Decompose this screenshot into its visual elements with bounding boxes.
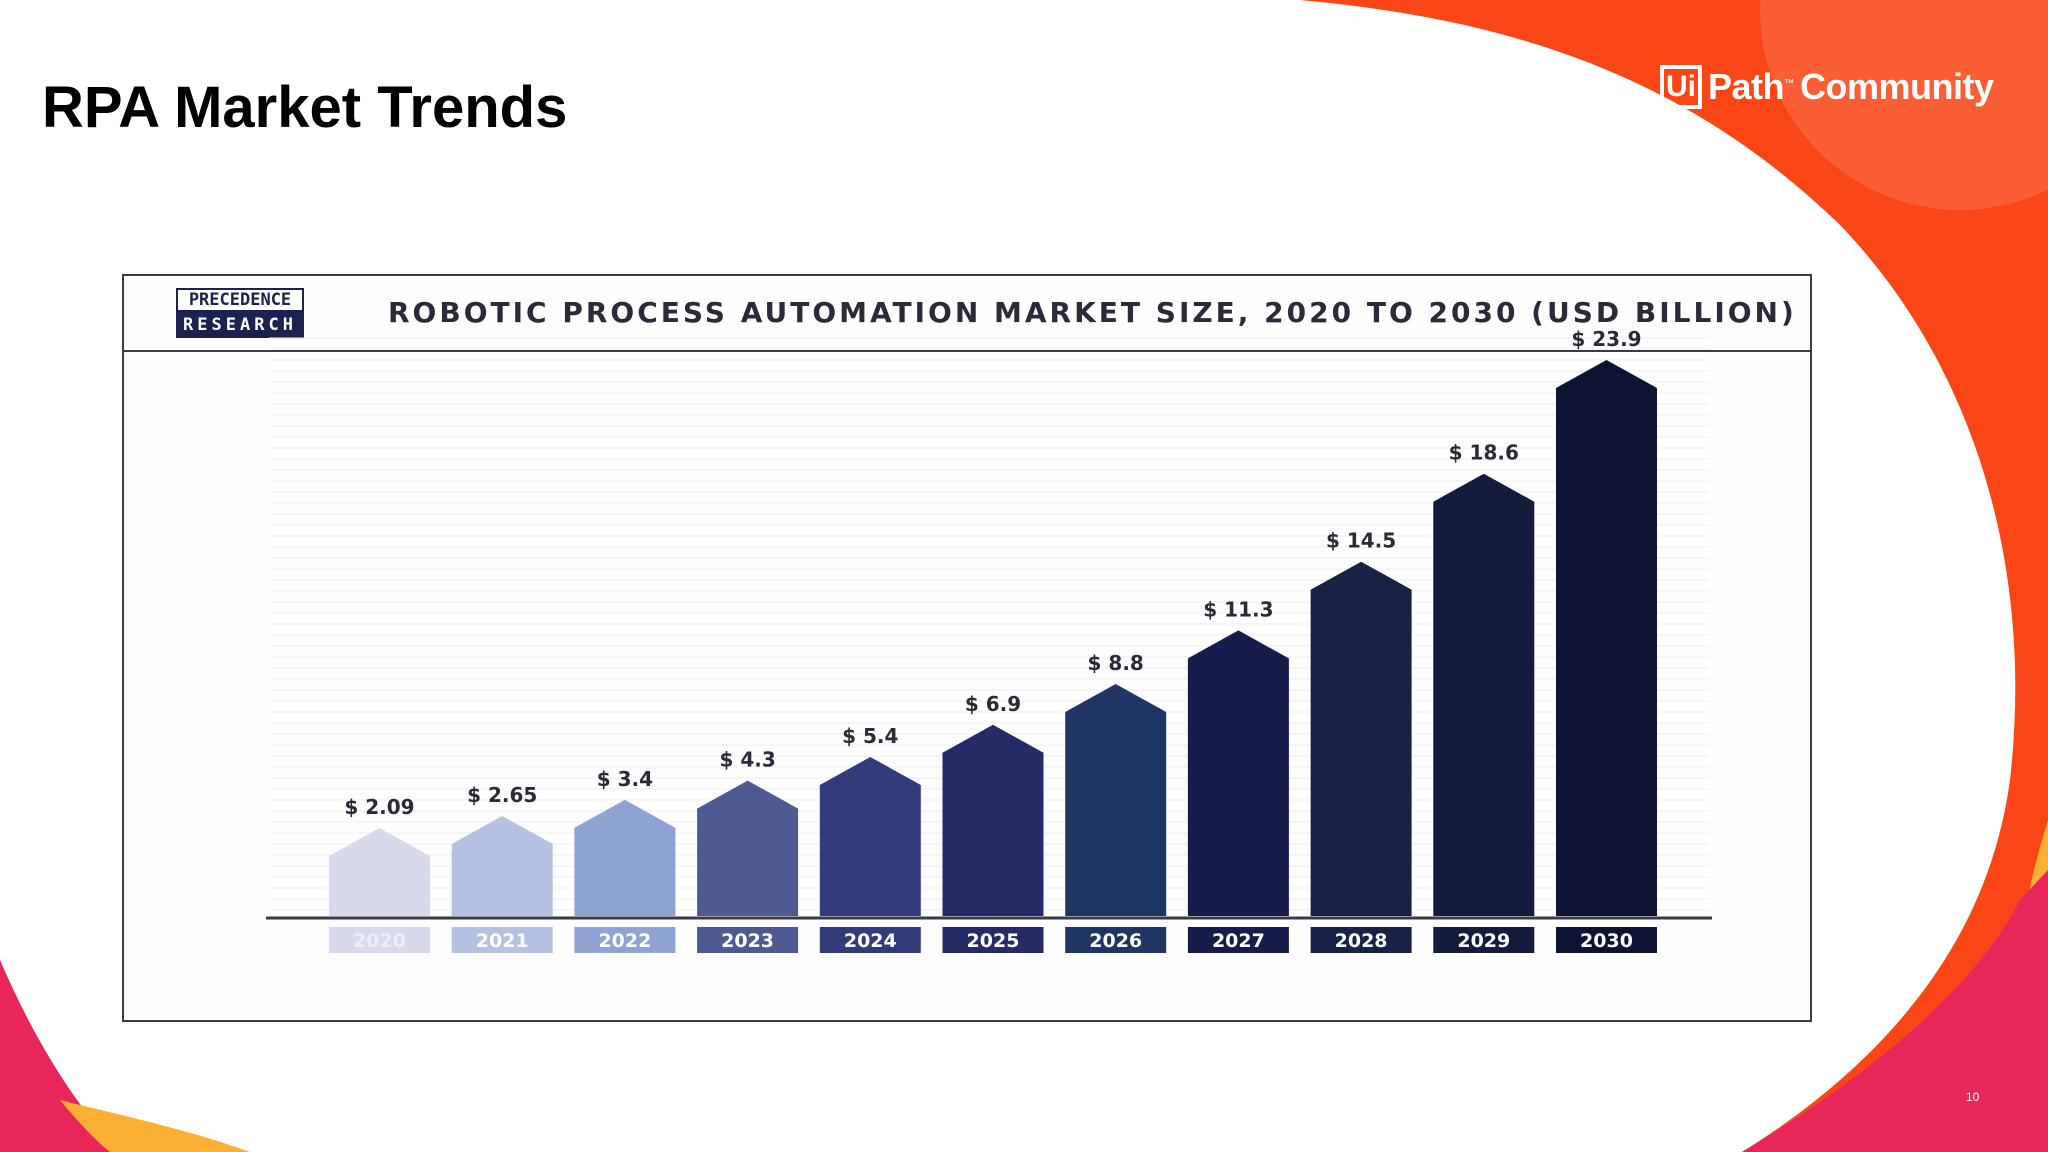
category-label-2028: 2028	[1335, 930, 1388, 952]
value-label-2022: $ 3.4	[597, 767, 653, 791]
category-label-2022: 2022	[598, 930, 651, 952]
chart-frame: PRECEDENCE RESEARCH ROBOTIC PROCESS AUTO…	[122, 274, 1812, 1022]
bar-2026	[1065, 684, 1167, 916]
category-badge-2028	[1310, 927, 1412, 953]
logo-trademark: ™	[1784, 77, 1795, 89]
value-label-2028: $ 14.5	[1326, 529, 1396, 553]
category-label-2029: 2029	[1457, 930, 1510, 952]
slide-title: RPA Market Trends	[42, 75, 568, 140]
bar-2024	[819, 756, 921, 916]
category-badge-2025	[942, 927, 1044, 953]
category-badge-2030	[1556, 927, 1657, 953]
category-badge-2026	[1065, 927, 1167, 953]
category-label-2026: 2026	[1089, 930, 1142, 952]
uipath-community-logo: Ui Path ™ Community	[1660, 62, 1994, 112]
logo-community-text: Community	[1800, 66, 1994, 107]
value-label-2024: $ 5.4	[842, 724, 898, 748]
value-label-2029: $ 18.6	[1449, 441, 1519, 465]
category-label-2023: 2023	[721, 930, 774, 952]
bar-2029	[1433, 473, 1535, 916]
pink-bottom-left-swoosh	[0, 960, 120, 1152]
bar-2020	[329, 828, 430, 916]
value-label-2026: $ 8.8	[1088, 651, 1144, 675]
category-badge-2029	[1433, 927, 1535, 953]
precedence-research-logo: PRECEDENCE RESEARCH	[176, 288, 304, 340]
value-label-2025: $ 6.9	[965, 692, 1021, 716]
bar-2027	[1187, 630, 1289, 916]
category-badge-2024	[819, 927, 921, 953]
bar-2021	[451, 815, 553, 916]
bar-chart: $ 2.09 2020 $ 2.65 2021 $ 3.4 2022 $ 4.3 2023 $ …	[266, 327, 1712, 953]
category-label-2027: 2027	[1212, 930, 1265, 952]
value-label-2023: $ 4.3	[719, 748, 775, 772]
value-label-2027: $ 11.3	[1203, 597, 1273, 621]
category-label-2025: 2025	[967, 930, 1020, 952]
logo-ui-box: Ui	[1660, 65, 1702, 109]
brand-line-1: PRECEDENCE	[176, 288, 304, 312]
chart-title: ROBOTIC PROCESS AUTOMATION MARKET SIZE, …	[388, 296, 1797, 329]
category-badge-2021	[451, 927, 553, 953]
category-badge-2027	[1187, 927, 1289, 953]
chart-header: PRECEDENCE RESEARCH ROBOTIC PROCESS AUTO…	[124, 276, 1810, 352]
bar-2025	[942, 724, 1044, 916]
value-label-2020: $ 2.09	[344, 795, 414, 819]
bar-2023	[697, 780, 799, 916]
category-badge-2023	[697, 927, 799, 953]
category-badge-2022	[574, 927, 676, 953]
yellow-bottom-left-swoosh	[60, 1100, 250, 1152]
category-label-2030: 2030	[1580, 930, 1633, 952]
pink-bottom-right-swoosh	[1742, 870, 2048, 1152]
page-number: 10	[1966, 1090, 1980, 1104]
category-label-2024: 2024	[844, 930, 897, 952]
logo-path-text: Path	[1708, 66, 1785, 107]
category-badge-2020	[329, 927, 430, 953]
bar-2030	[1556, 360, 1657, 916]
category-label-2020: 2020	[353, 930, 406, 952]
orange-circle-decoration	[1760, 0, 2048, 210]
brand-line-2: RESEARCH	[176, 312, 304, 338]
value-label-2030: $ 23.9	[1571, 327, 1641, 351]
value-label-2021: $ 2.65	[467, 783, 537, 807]
category-label-2021: 2021	[476, 930, 529, 952]
bar-2028	[1310, 561, 1412, 916]
bar-2022	[574, 799, 676, 916]
